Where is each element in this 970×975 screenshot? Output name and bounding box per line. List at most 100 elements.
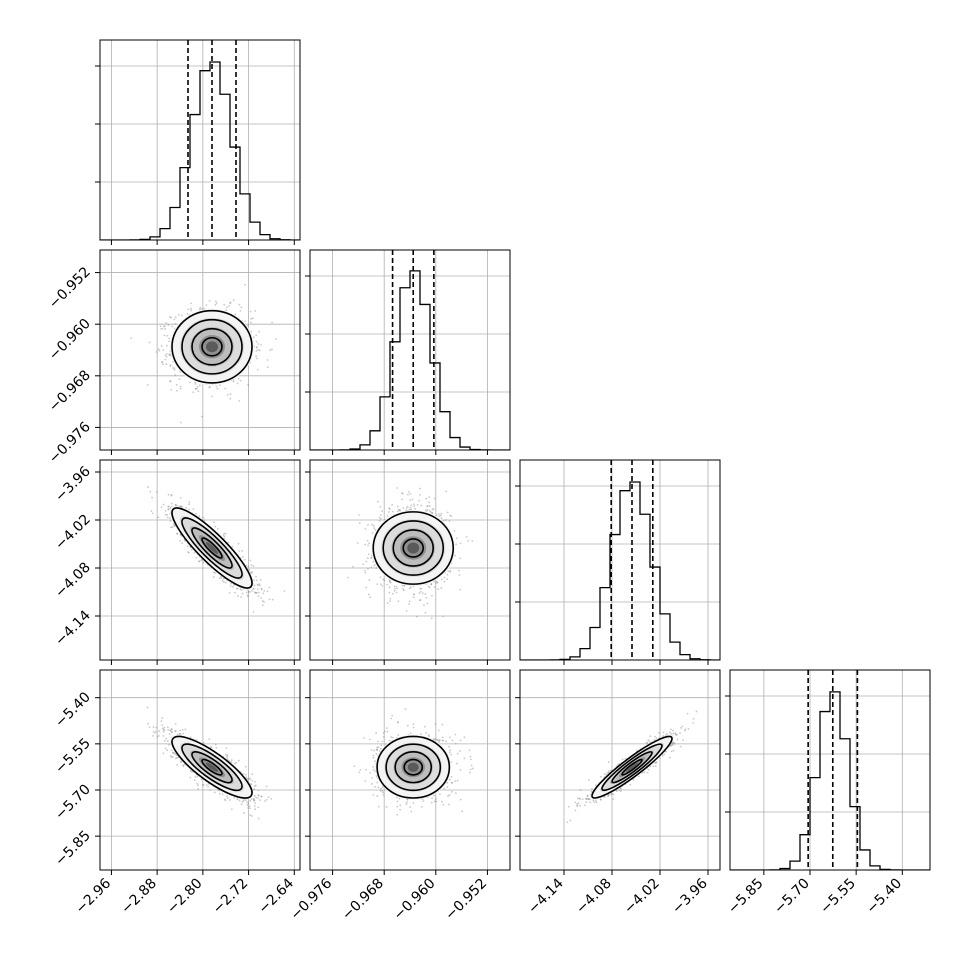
sample-point [364,571,367,574]
sample-point [152,730,155,733]
sample-point [167,508,170,511]
sample-point [248,777,251,779]
sample-point [169,517,171,519]
sample-point [406,493,409,496]
sample-point [230,582,232,585]
sample-point [389,597,392,600]
sample-point [220,577,223,579]
contour-line-0 [372,511,455,585]
sample-point [244,773,247,776]
sample-point [167,493,170,496]
sample-point [665,750,667,753]
sample-point [208,386,211,389]
sample-point [406,505,409,508]
sample-point [181,728,184,731]
sample-point [238,303,241,306]
sample-point [381,584,384,587]
sample-point [157,734,160,737]
sample-point [579,804,581,807]
sample-point [257,794,260,797]
sample-point [242,772,245,775]
scatter-panel-1-0: −0.976−0.968−0.960−0.952 [46,249,301,467]
y-tick-label: −5.40 [52,689,94,731]
sample-point [459,542,462,545]
sample-point [672,741,675,744]
sample-point [434,723,437,726]
sample-point [453,529,456,532]
contour-line-2 [394,751,433,784]
sample-point [163,334,166,337]
contour-line-1 [601,743,663,792]
sample-point [430,582,433,585]
sample-point [380,744,383,747]
sample-point [599,798,602,801]
y-tick-label: −0.952 [46,264,94,312]
sample-point [388,739,391,742]
sample-point [187,308,190,311]
contour-line-3 [201,336,223,357]
scatter-panel-3-0: −5.85−5.70 −5.55−5.40 −2.96 −2.88 −2.80 −2.72… [52,669,301,918]
histogram-step [100,61,300,240]
sample-point [170,494,173,496]
sample-point [591,788,593,790]
sample-point [180,421,182,424]
sample-point [164,514,167,516]
sample-point [221,793,224,796]
sample-point [172,751,174,754]
sample-point [607,770,610,773]
sample-point [692,722,695,724]
sample-point [430,583,433,586]
sample-point [358,513,360,516]
sample-point [371,777,373,779]
sample-point [440,512,443,515]
sample-point [241,549,243,552]
sample-point [393,589,396,592]
sample-point [367,593,370,596]
sample-point [199,306,202,309]
sample-point [163,325,166,328]
sample-point [218,577,221,580]
sample-point [257,794,260,797]
sample-point [223,532,225,535]
sample-point [226,795,228,798]
sample-point [196,387,198,390]
contour-line-3 [621,758,643,776]
sample-point [376,746,379,749]
sample-point [463,736,466,739]
sample-point [168,337,171,340]
sample-point [236,587,239,590]
sample-point [152,735,155,737]
sample-point [624,757,627,760]
sample-point [244,765,247,768]
sample-point [367,544,370,547]
sample-point [159,325,162,328]
sample-point [162,752,165,755]
sample-point [579,789,582,792]
sample-point [165,355,168,358]
sample-point [671,743,674,745]
sample-point [669,756,671,759]
sample-point [233,591,236,594]
sample-point [378,519,381,522]
sample-point [196,385,199,388]
sample-point [369,772,371,774]
sample-point [351,565,354,568]
sample-point [170,731,173,734]
x-tick-label: −2.72 [210,876,252,918]
sample-point [448,793,451,796]
sample-point [161,727,164,730]
sample-point [243,558,246,561]
sample-point [636,749,639,752]
sample-point [179,387,182,390]
sample-point [612,798,615,801]
sample-point [382,794,385,797]
sample-point [195,556,198,559]
sample-point [619,790,622,793]
sample-point [214,525,217,528]
contour-line-3 [201,758,223,776]
sample-point [383,730,386,733]
scatter-panel-3-1: −0.976 −0.968 −0.960 −0.952 [287,669,511,923]
sample-point [260,587,263,590]
sample-point [275,338,277,340]
sample-point [364,528,367,530]
